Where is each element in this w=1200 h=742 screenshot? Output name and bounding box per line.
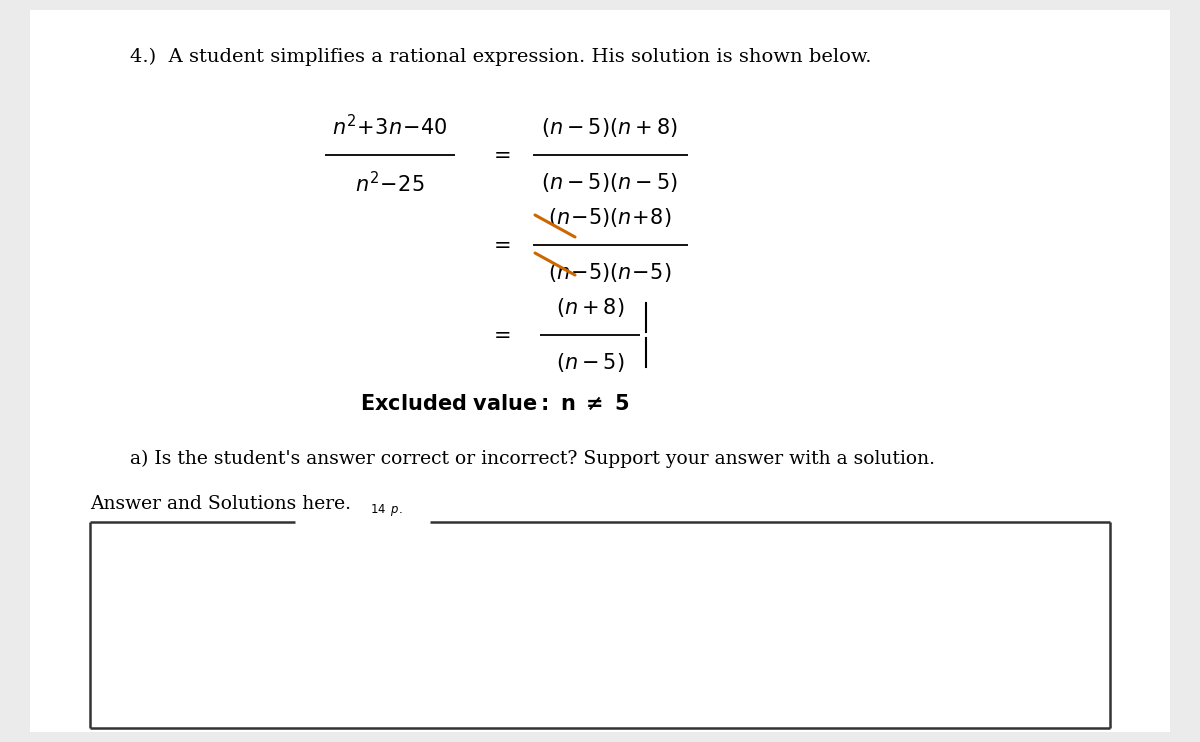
Text: $\bf{Excluded\ value:}\ n\ \neq\ 5$: $\bf{Excluded\ value:}\ n\ \neq\ 5$ [360, 395, 629, 414]
Text: $(n-5)(n+8)$: $(n-5)(n+8)$ [541, 116, 678, 139]
Text: $=$: $=$ [490, 326, 511, 344]
Text: $=$: $=$ [490, 145, 511, 165]
Text: $(n\!-\!5)(n\!+\!8)$: $(n\!-\!5)(n\!+\!8)$ [548, 206, 672, 229]
Text: $n^2\!+\!3n\!-\!40$: $n^2\!+\!3n\!-\!40$ [332, 114, 448, 139]
Text: $=$: $=$ [490, 235, 511, 255]
Text: 4.)  A student simplifies a rational expression. His solution is shown below.: 4.) A student simplifies a rational expr… [130, 48, 871, 66]
Text: Answer and Solutions here.: Answer and Solutions here. [90, 495, 352, 513]
Text: $n^2\!-\!25$: $n^2\!-\!25$ [355, 171, 425, 196]
Text: $(n+8)$: $(n+8)$ [556, 296, 624, 319]
Text: $_{14}$ $_{p.}$: $_{14}$ $_{p.}$ [370, 502, 403, 519]
Text: a) Is the student's answer correct or incorrect? Support your answer with a solu: a) Is the student's answer correct or in… [130, 450, 935, 468]
Text: $(n-5)$: $(n-5)$ [556, 351, 624, 374]
Text: $(n-5)(n-5)$: $(n-5)(n-5)$ [541, 171, 678, 194]
Text: $(n\!-\!5)(n\!-\!5)$: $(n\!-\!5)(n\!-\!5)$ [548, 261, 672, 284]
